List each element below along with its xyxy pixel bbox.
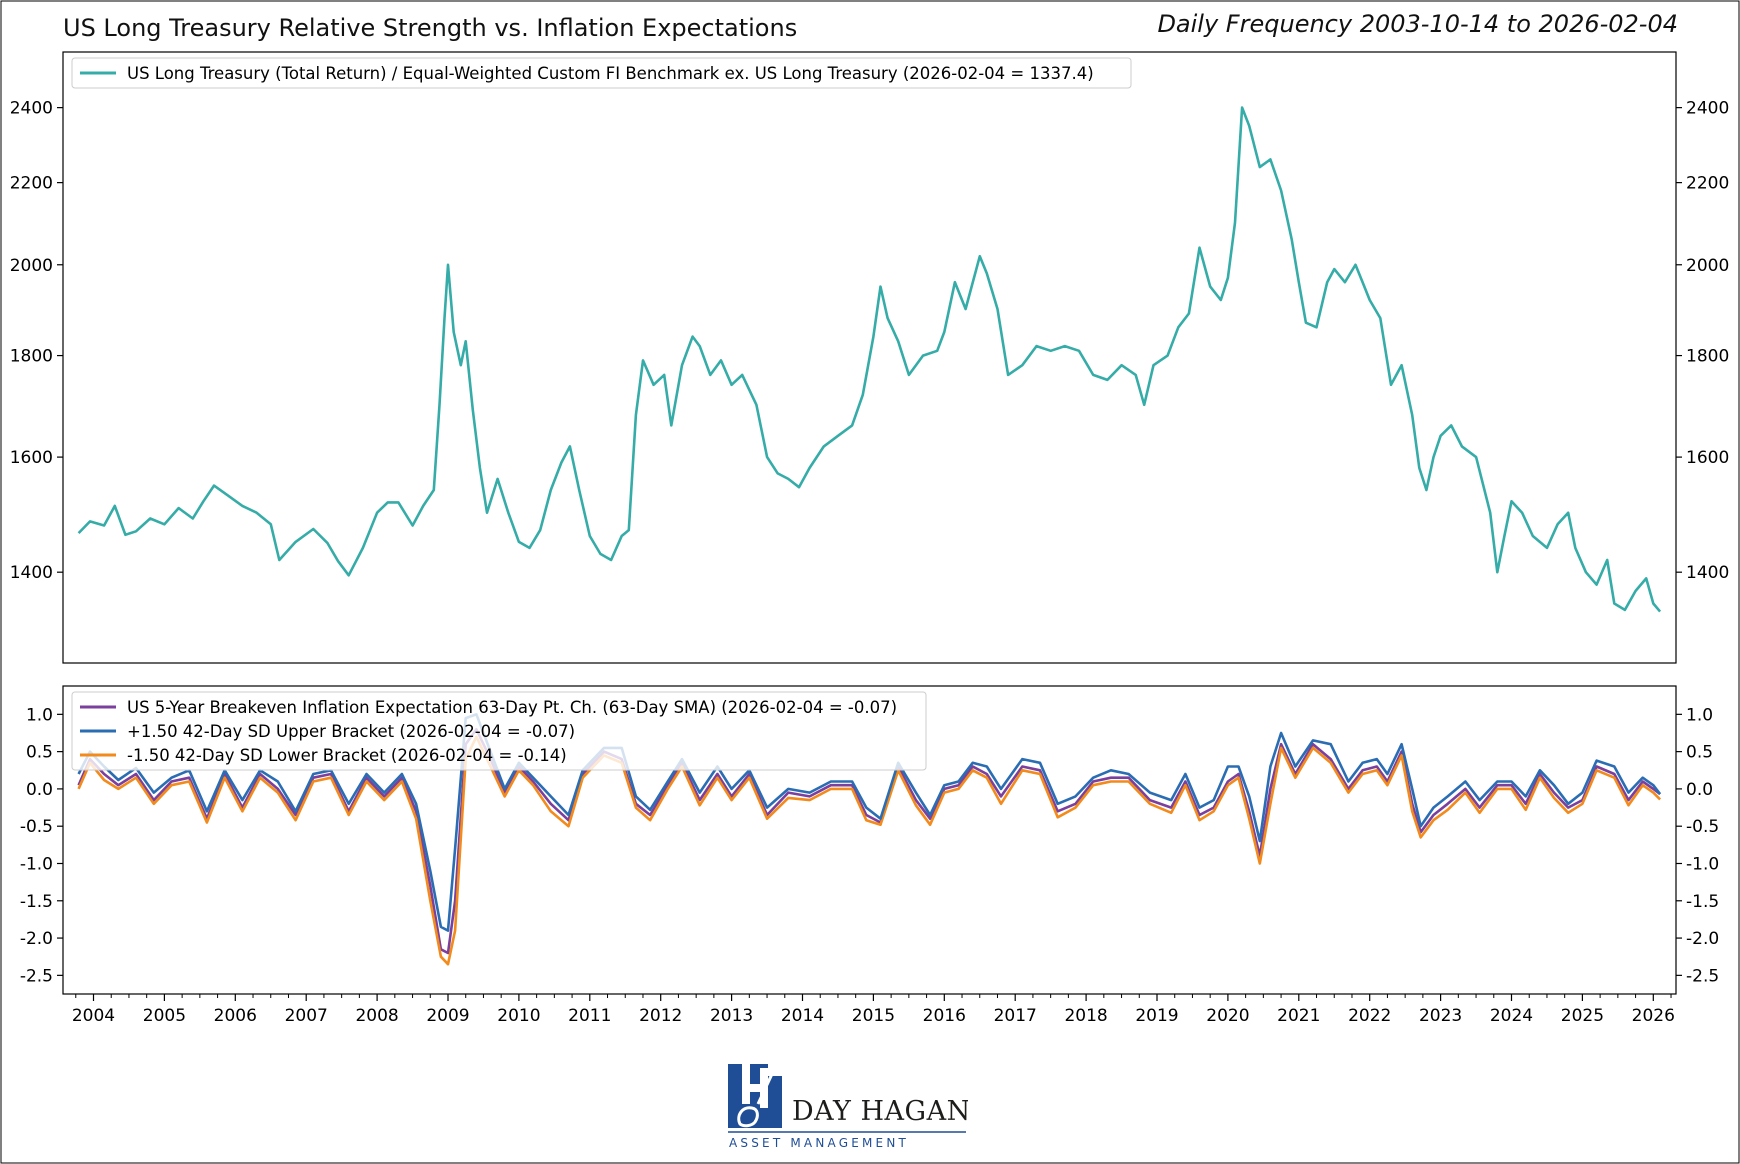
x-tick-label: 2018 [1064, 1006, 1107, 1026]
x-tick-label: 2019 [1135, 1006, 1178, 1026]
bottom-ytick-label-right: -0.5 [1686, 817, 1719, 837]
x-tick-label: 2015 [852, 1006, 895, 1026]
x-tick-label: 2026 [1632, 1006, 1675, 1026]
bottom-ytick-label-left: 1.0 [26, 705, 53, 725]
top-ytick-label-right: 1800 [1686, 347, 1729, 367]
x-tick-label: 2017 [994, 1006, 1037, 1026]
bottom-ytick-label-left: -2.5 [20, 966, 53, 986]
top-legend-box [71, 57, 1132, 89]
legend-label-breakeven: US 5-Year Breakeven Inflation Expectatio… [127, 698, 897, 717]
x-tick-label: 2021 [1277, 1006, 1320, 1026]
series-line-lower-bracket [77, 735, 1662, 966]
top-ytick-label-right: 1600 [1686, 448, 1729, 468]
x-tick-label: 2022 [1348, 1006, 1391, 1026]
top-ytick-label-left: 1800 [10, 347, 53, 367]
top-legend: US Long Treasury (Total Return) / Equal-… [71, 57, 1132, 89]
bottom-ytick-label-left: -0.5 [20, 817, 53, 837]
top-ytick-label-left: 1600 [10, 448, 53, 468]
bottom-legend: US 5-Year Breakeven Inflation Expectatio… [71, 691, 927, 771]
x-tick-label: 2024 [1490, 1006, 1533, 1026]
top-ytick-label-left: 1400 [10, 563, 53, 583]
bottom-series-group [77, 713, 1662, 966]
bottom-ytick-label-right: 0.5 [1686, 743, 1713, 763]
x-tick-label: 2016 [923, 1006, 966, 1026]
bottom-ytick-label-left: 0.5 [26, 743, 53, 763]
bottom-panel-frame [62, 685, 1677, 995]
x-tick-label: 2023 [1419, 1006, 1462, 1026]
x-tick-label: 2011 [568, 1006, 611, 1026]
bottom-ytick-label-right: 0.0 [1686, 780, 1713, 800]
x-tick-label: 2007 [285, 1006, 328, 1026]
bottom-legend-box [71, 691, 927, 771]
day-hagan-logo: DAY HAGAN ASSET MANAGEMENT [728, 1064, 968, 1150]
legend-label-upper-bracket: +1.50 42-Day SD Upper Bracket (2026-02-0… [127, 722, 575, 741]
top-panel: 1400 1400 1600 1600 1800 1800 2000 2000 2200 2200… [10, 51, 1730, 664]
top-ytick-label-right: 1400 [1686, 563, 1729, 583]
bottom-ytick-label-right: -2.5 [1686, 966, 1719, 986]
x-tick-label: 2020 [1206, 1006, 1249, 1026]
x-axis: 2004 2005 2006 2007 2008 2009 2010 2011 2012 2013… [72, 994, 1675, 1026]
legend-label-lower-bracket: -1.50 42-Day SD Lower Bracket (2026-02-0… [127, 746, 567, 765]
top-ytick-label-left: 2400 [10, 99, 53, 119]
bottom-ytick-label-right: -2.0 [1686, 929, 1719, 949]
bottom-ytick-label-right: 1.0 [1686, 705, 1713, 725]
top-y-axis: 1400 1400 1600 1600 1800 1800 2000 2000 2200 2200… [10, 99, 1730, 584]
bottom-ytick-label-left: 0.0 [26, 780, 53, 800]
legend-label-relative-strength: US Long Treasury (Total Return) / Equal-… [127, 64, 1094, 83]
x-tick-label: 2010 [497, 1006, 540, 1026]
x-tick-label: 2008 [355, 1006, 398, 1026]
bottom-ytick-label-left: -2.0 [20, 929, 53, 949]
x-tick-label: 2025 [1561, 1006, 1604, 1026]
bottom-ytick-label-right: -1.5 [1686, 892, 1719, 912]
x-tick-label: 2012 [639, 1006, 682, 1026]
chart-title: US Long Treasury Relative Strength vs. I… [63, 14, 798, 42]
series-line-breakeven [77, 728, 1661, 955]
x-tick-label: 2009 [426, 1006, 469, 1026]
series-line-upper-bracket [77, 713, 1662, 932]
bottom-ytick-label-left: -1.0 [20, 854, 53, 874]
x-tick-label: 2005 [143, 1006, 186, 1026]
x-tick-label: 2013 [710, 1006, 753, 1026]
series-line-relative-strength [77, 106, 1662, 613]
top-ytick-label-right: 2200 [1686, 174, 1729, 194]
bottom-panel: 1.0 1.0 0.5 0.5 0.0 0.0 -0.5 -0.5 -1.0 -1.0 -1.5 -1… [20, 685, 1719, 1026]
top-panel-frame [62, 51, 1677, 664]
bottom-ytick-label-left: -1.5 [20, 892, 53, 912]
logo-tagline: ASSET MANAGEMENT [729, 1136, 909, 1150]
logo-name: DAY HAGAN [792, 1096, 968, 1127]
chart-date-range: Daily Frequency 2003-10-14 to 2026-02-04 [1157, 10, 1678, 38]
top-ytick-label-left: 2200 [10, 174, 53, 194]
top-ytick-label-left: 2000 [10, 256, 53, 276]
x-tick-label: 2014 [781, 1006, 824, 1026]
logo-mark [728, 1064, 782, 1128]
x-tick-label: 2006 [214, 1006, 257, 1026]
bottom-ytick-label-right: -1.0 [1686, 854, 1719, 874]
top-ytick-label-right: 2000 [1686, 256, 1729, 276]
x-tick-label: 2004 [72, 1006, 115, 1026]
bottom-y-axis: 1.0 1.0 0.5 0.5 0.0 0.0 -0.5 -0.5 -1.0 -1.0 -1.5 -1… [20, 705, 1719, 986]
top-series-group [77, 106, 1662, 613]
top-ytick-label-right: 2400 [1686, 99, 1729, 119]
